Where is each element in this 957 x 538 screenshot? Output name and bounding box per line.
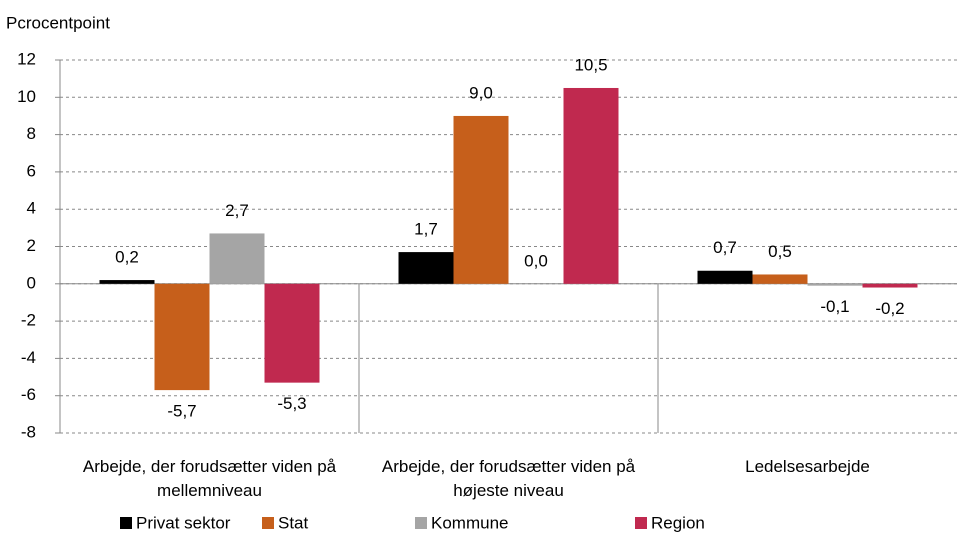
value-label: 1,7 [414,220,438,239]
y-tick-label: -4 [21,348,36,367]
bar [398,252,454,284]
legend-label: Privat sektor [136,513,231,532]
value-label: 9,0 [469,83,493,102]
value-label: -5,7 [167,402,196,421]
y-tick-label: 2 [27,236,36,255]
y-tick-label: 8 [27,124,36,143]
legend-swatch [262,517,274,529]
x-tick-label: Ledelsesarbejde [745,457,870,476]
bar [264,283,320,383]
y-axis-title: Pcrocentpoint [6,13,110,32]
legend-label: Region [651,513,705,532]
bar [807,283,863,286]
y-tick-label: -6 [21,385,36,404]
bar [563,87,619,284]
value-label: -0,2 [875,299,904,318]
bar [99,280,155,284]
bar [697,270,753,284]
y-tick-label: 12 [17,49,36,68]
y-tick-label: 4 [27,199,36,218]
bar [453,115,509,284]
value-label: -0,1 [820,297,849,316]
value-label: 0,0 [524,251,548,270]
bar [862,283,918,288]
value-label: 10,5 [574,55,607,74]
value-label: 0,5 [768,242,792,261]
bar [154,283,210,391]
value-label: 0,7 [713,238,737,257]
legend-swatch [635,517,647,529]
y-tick-label: 10 [17,87,36,106]
legend-swatch [120,517,132,529]
y-tick-label: 6 [27,161,36,180]
value-label: 2,7 [225,201,249,220]
x-tick-label: Arbejde, der forudsætter viden på mellem… [82,457,337,500]
legend-label: Kommune [431,513,508,532]
y-tick-label: -8 [21,422,36,441]
legend-swatch [415,517,427,529]
value-label: 0,2 [115,248,139,267]
bar [752,274,808,284]
x-tick-label: Arbejde, der forudsætter viden på højest… [381,457,636,500]
y-tick-label: -2 [21,311,36,330]
legend-label: Stat [278,513,309,532]
bar [209,233,265,284]
value-label: -5,3 [277,394,306,413]
y-tick-label: 0 [27,273,36,292]
